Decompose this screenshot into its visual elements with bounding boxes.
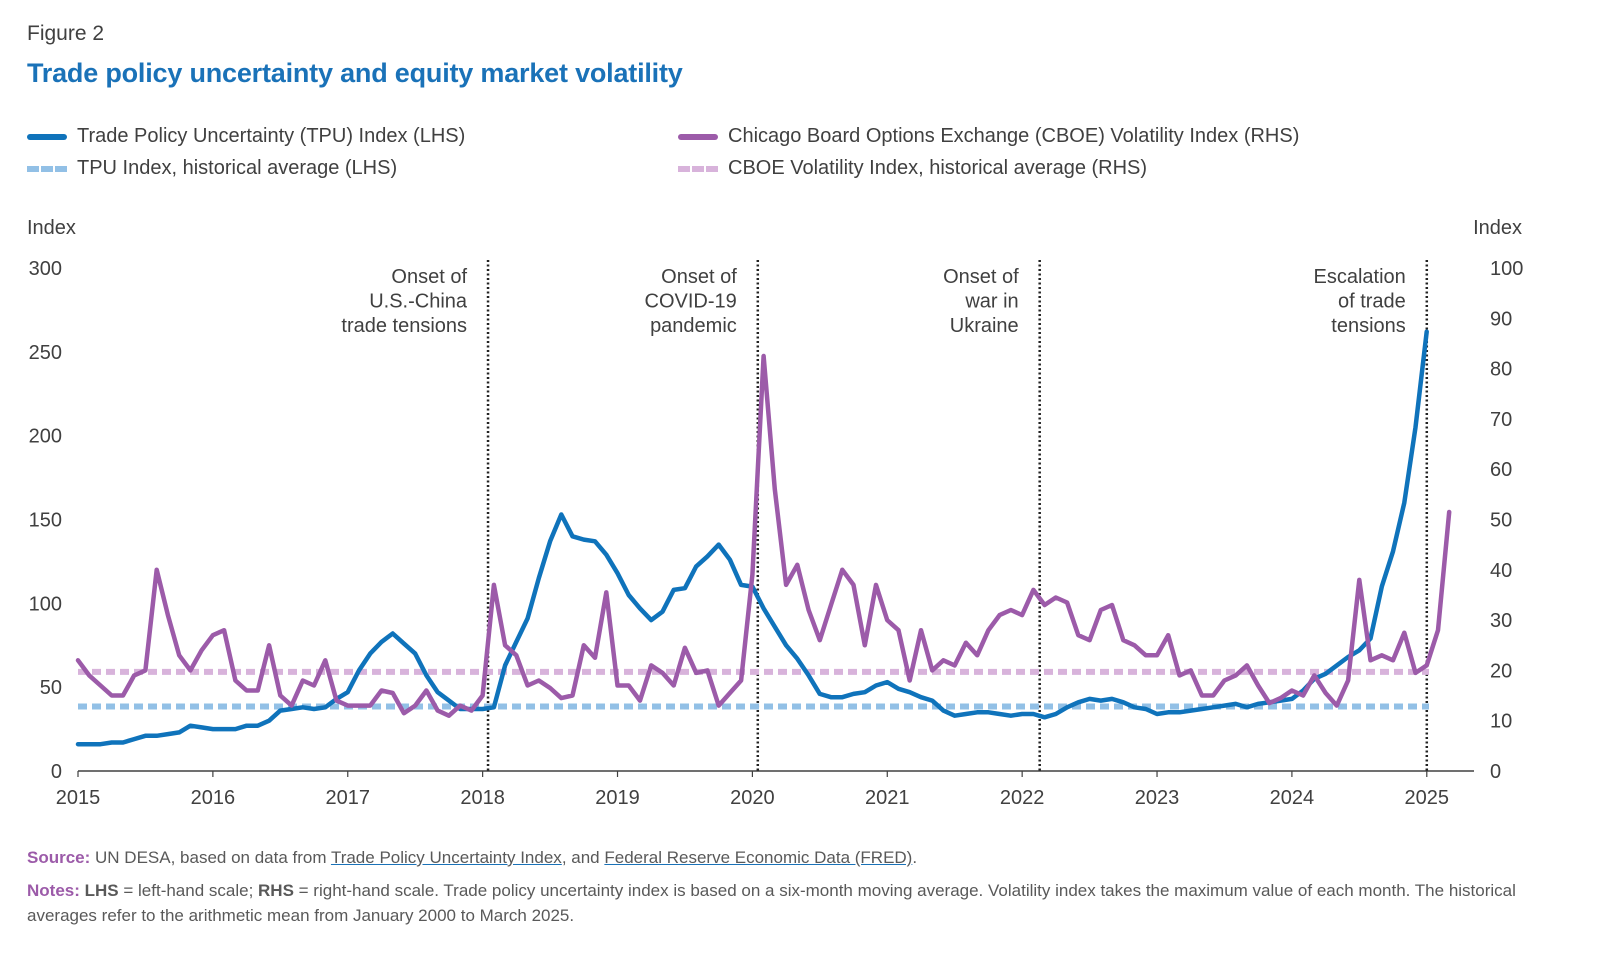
y-right-axis-label: Index bbox=[1473, 217, 1522, 239]
chart-title: Trade policy uncertainty and equity mark… bbox=[27, 58, 683, 88]
source-label: Source: bbox=[27, 848, 91, 867]
notes-lhs-text: = left-hand scale; bbox=[118, 881, 259, 900]
legend-entry-tpu-avg: TPU Index, historical average (LHS) bbox=[27, 157, 397, 180]
source-text-before: UN DESA, based on data from bbox=[90, 848, 331, 867]
y-left-tick-label: 150 bbox=[29, 510, 62, 532]
event-annotation-label: Onset of bbox=[661, 266, 737, 288]
event-annotation-label: tensions bbox=[1331, 315, 1406, 337]
y-right-tick-label: 40 bbox=[1490, 560, 1512, 582]
y-left-tick-label: 0 bbox=[51, 761, 62, 783]
x-tick-label: 2025 bbox=[1405, 787, 1450, 809]
x-tick-label: 2022 bbox=[1000, 787, 1045, 809]
source-note: Source: UN DESA, based on data from Trad… bbox=[27, 845, 917, 870]
legend-entry-cboe: Chicago Board Options Exchange (CBOE) Vo… bbox=[678, 125, 1299, 148]
cboe-series-line bbox=[75, 353, 1452, 718]
event-annotation-label: COVID-19 bbox=[645, 291, 737, 313]
event-annotation-label: pandemic bbox=[650, 315, 737, 337]
x-tick-label: 2016 bbox=[191, 787, 236, 809]
event-annotation-label: trade tensions bbox=[341, 315, 467, 337]
figure-label: Figure 2 bbox=[27, 22, 105, 45]
source-link-tpu[interactable]: Trade Policy Uncertainty Index bbox=[330, 848, 562, 867]
legend-label-cboe-avg: CBOE Volatility Index, historical averag… bbox=[728, 157, 1148, 179]
y-right-tick-label: 10 bbox=[1490, 711, 1512, 733]
y-left-tick-label: 50 bbox=[40, 677, 62, 699]
event-annotation-label: U.S.-China bbox=[369, 291, 468, 313]
legend-label-cboe: Chicago Board Options Exchange (CBOE) Vo… bbox=[728, 125, 1300, 147]
legend-entry-tpu: Trade Policy Uncertainty (TPU) Index (LH… bbox=[27, 125, 465, 148]
source-link-fred[interactable]: Federal Reserve Economic Data (FRED) bbox=[604, 848, 913, 867]
y-right-tick-label: 70 bbox=[1490, 409, 1512, 431]
y-right-tick-label: 50 bbox=[1490, 510, 1512, 532]
event-annotation-label: of trade bbox=[1338, 291, 1406, 313]
y-left-tick-label: 200 bbox=[29, 426, 62, 448]
legend-entry-cboe-avg: CBOE Volatility Index, historical averag… bbox=[678, 157, 1147, 180]
chart-plot: Index Index 0 50 100 150 200 250 300 0 10 20 30 40 50 6… bbox=[27, 217, 1523, 809]
event-annotation-label: war in bbox=[964, 291, 1018, 313]
notes-rhs-key: RHS bbox=[258, 881, 294, 900]
y-right-tick-label: 90 bbox=[1490, 308, 1512, 330]
y-left-tick-label: 250 bbox=[29, 342, 62, 364]
notes-label: Notes: bbox=[27, 881, 80, 900]
source-text-after: . bbox=[912, 848, 918, 867]
event-annotation-label: Escalation bbox=[1314, 266, 1406, 288]
x-tick-label: 2018 bbox=[460, 787, 505, 809]
notes-rhs-text: = right-hand scale. Trade policy uncerta… bbox=[27, 881, 1516, 925]
x-tick-label: 2024 bbox=[1270, 787, 1315, 809]
legend-swatch-cboe bbox=[678, 133, 718, 140]
x-tick-label: 2021 bbox=[865, 787, 910, 809]
y-right-tick-label: 0 bbox=[1490, 761, 1501, 783]
y-left-axis-label: Index bbox=[27, 217, 76, 239]
notes-lhs-key: LHS bbox=[84, 881, 119, 900]
legend-label-tpu-avg: TPU Index, historical average (LHS) bbox=[77, 157, 398, 179]
y-left-tick-label: 300 bbox=[29, 258, 62, 280]
x-tick-label: 2019 bbox=[595, 787, 640, 809]
y-right-tick-label: 60 bbox=[1490, 459, 1512, 481]
x-tick-label: 2023 bbox=[1135, 787, 1180, 809]
source-text-mid: , and bbox=[561, 848, 605, 867]
y-right-tick-label: 20 bbox=[1490, 660, 1512, 682]
y-right-tick-label: 80 bbox=[1490, 359, 1512, 381]
legend-swatch-tpu bbox=[27, 133, 67, 140]
y-left-tick-label: 100 bbox=[29, 593, 62, 615]
x-tick-label: 2020 bbox=[730, 787, 775, 809]
notes: Notes: LHS = left-hand scale; RHS = righ… bbox=[27, 878, 1557, 928]
x-tick-label: 2015 bbox=[56, 787, 101, 809]
event-annotation-label: Onset of bbox=[391, 266, 467, 288]
y-right-tick-label: 100 bbox=[1490, 258, 1523, 280]
x-tick-label: 2017 bbox=[326, 787, 371, 809]
event-annotation-label: Onset of bbox=[943, 266, 1019, 288]
legend-swatch-cboe-avg bbox=[678, 165, 718, 172]
legend-swatch-tpu-avg bbox=[27, 165, 67, 172]
legend-label-tpu: Trade Policy Uncertainty (TPU) Index (LH… bbox=[77, 125, 466, 147]
y-right-tick-label: 30 bbox=[1490, 610, 1512, 632]
event-annotation-label: Ukraine bbox=[950, 315, 1019, 337]
